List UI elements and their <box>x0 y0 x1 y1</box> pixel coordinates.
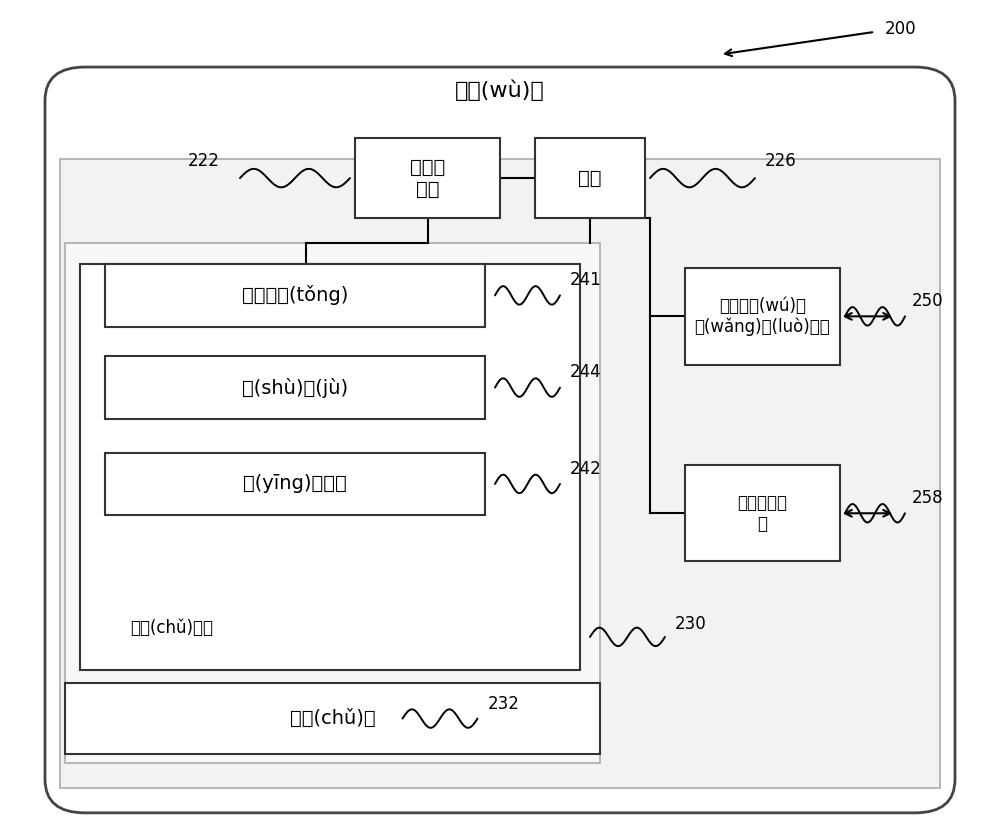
FancyBboxPatch shape <box>105 356 485 419</box>
Text: 有線或無(wú)線
網(wǎng)絡(luò)接口: 有線或無(wú)線 網(wǎng)絡(luò)接口 <box>695 297 830 336</box>
FancyBboxPatch shape <box>105 453 485 515</box>
Text: 操作系統(tǒng): 操作系統(tǒng) <box>242 286 348 305</box>
FancyBboxPatch shape <box>355 138 500 218</box>
Text: 輸入輸出接
口: 輸入輸出接 口 <box>738 494 788 533</box>
Text: 中央處
理器: 中央處 理器 <box>410 158 445 199</box>
FancyBboxPatch shape <box>45 67 955 813</box>
Text: 232: 232 <box>488 695 519 712</box>
Text: 存儲(chǔ)媒體: 存儲(chǔ)媒體 <box>130 619 213 637</box>
Text: 230: 230 <box>675 615 707 634</box>
Text: 226: 226 <box>765 153 797 170</box>
FancyBboxPatch shape <box>80 264 580 670</box>
FancyBboxPatch shape <box>535 138 645 218</box>
Text: 244: 244 <box>570 364 602 381</box>
Text: 存儲(chǔ)器: 存儲(chǔ)器 <box>290 709 375 728</box>
FancyBboxPatch shape <box>685 268 840 365</box>
Text: 241: 241 <box>570 272 602 289</box>
FancyBboxPatch shape <box>105 264 485 327</box>
Text: 250: 250 <box>912 292 944 310</box>
Text: 258: 258 <box>912 489 944 507</box>
FancyBboxPatch shape <box>60 159 940 788</box>
Text: 應(yīng)用程序: 應(yīng)用程序 <box>243 474 347 494</box>
Text: 242: 242 <box>570 460 602 478</box>
FancyBboxPatch shape <box>65 243 600 763</box>
Text: 電源: 電源 <box>578 168 602 188</box>
Text: 數(shù)據(jù): 數(shù)據(jù) <box>242 378 348 397</box>
FancyBboxPatch shape <box>65 683 600 754</box>
FancyBboxPatch shape <box>685 465 840 561</box>
Text: 服務(wù)器: 服務(wù)器 <box>455 80 545 101</box>
Text: 200: 200 <box>885 20 917 39</box>
Text: 222: 222 <box>188 153 220 170</box>
